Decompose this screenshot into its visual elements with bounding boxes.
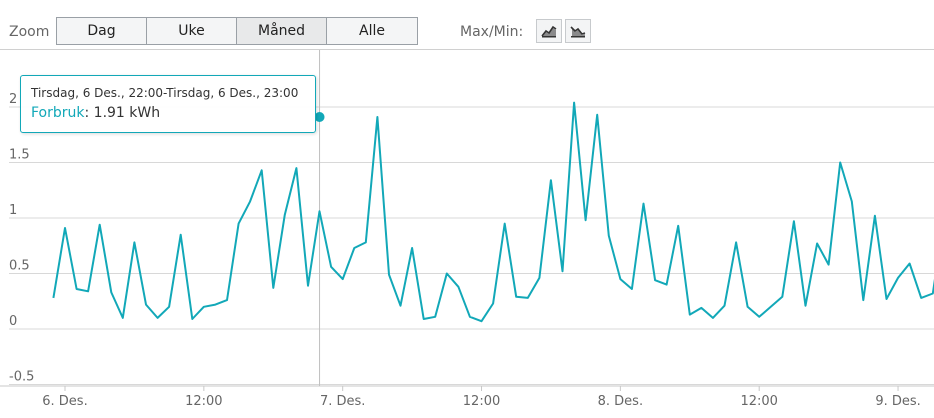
zoom-month-button[interactable]: Måned <box>237 18 327 44</box>
x-axis-labels: 6. Des. 12:00 7. Des. 12:00 8. Des. 12:00 9. D… <box>42 386 921 409</box>
x-tick-label: 12:00 <box>463 394 500 409</box>
toolbar-divider <box>0 49 934 50</box>
zoom-all-button[interactable]: Alle <box>327 18 417 44</box>
x-tick-label: 6. Des. <box>42 394 87 409</box>
y-tick-label: 0 <box>9 314 17 329</box>
x-tick-label: 9. Des. <box>875 394 920 409</box>
tooltip-header: Tirsdag, 6 Des., 22:00-Tirsdag, 6 Des., … <box>31 86 299 100</box>
chart-max-icon <box>541 25 557 38</box>
range-selector-toolbar: Zoom Dag Uke Måned Alle Max/Min: <box>0 0 934 50</box>
x-tick-label: 8. Des. <box>598 394 643 409</box>
show-min-button[interactable] <box>565 19 591 43</box>
series-line <box>52 101 934 323</box>
x-tick-label: 7. Des. <box>320 394 365 409</box>
series-forbruk <box>52 101 934 323</box>
x-tick-label: 12:00 <box>185 394 222 409</box>
zoom-day-button[interactable]: Dag <box>57 18 147 44</box>
y-tick-label: 1.5 <box>9 148 30 163</box>
y-tick-label: 2 <box>9 92 17 107</box>
y-tick-label: 0.5 <box>9 259 30 274</box>
hover-point <box>314 111 325 122</box>
tooltip-value-row: Forbruk: 1.91 kWh <box>31 105 315 121</box>
maxmin-label: Max/Min: <box>460 24 524 40</box>
hover-marker <box>314 111 325 122</box>
tooltip-value: 1.91 kWh <box>93 105 161 121</box>
y-tick-label: 1 <box>9 203 17 218</box>
tooltip: Tirsdag, 6 Des., 22:00-Tirsdag, 6 Des., … <box>20 75 316 133</box>
tooltip-series-name: Forbruk <box>31 105 85 121</box>
show-max-button[interactable] <box>536 19 562 43</box>
x-tick-label: 12:00 <box>740 394 777 409</box>
grid-lines <box>0 106 934 387</box>
chart-min-icon <box>570 26 586 38</box>
y-axis-labels: -0.5 0 0.5 1 1.5 2 <box>9 92 34 385</box>
y-tick-label: -0.5 <box>9 370 34 385</box>
tooltip-separator: : <box>84 105 90 121</box>
zoom-label: Zoom <box>9 24 50 40</box>
zoom-button-group: Dag Uke Måned Alle <box>56 17 418 45</box>
zoom-week-button[interactable]: Uke <box>147 18 237 44</box>
